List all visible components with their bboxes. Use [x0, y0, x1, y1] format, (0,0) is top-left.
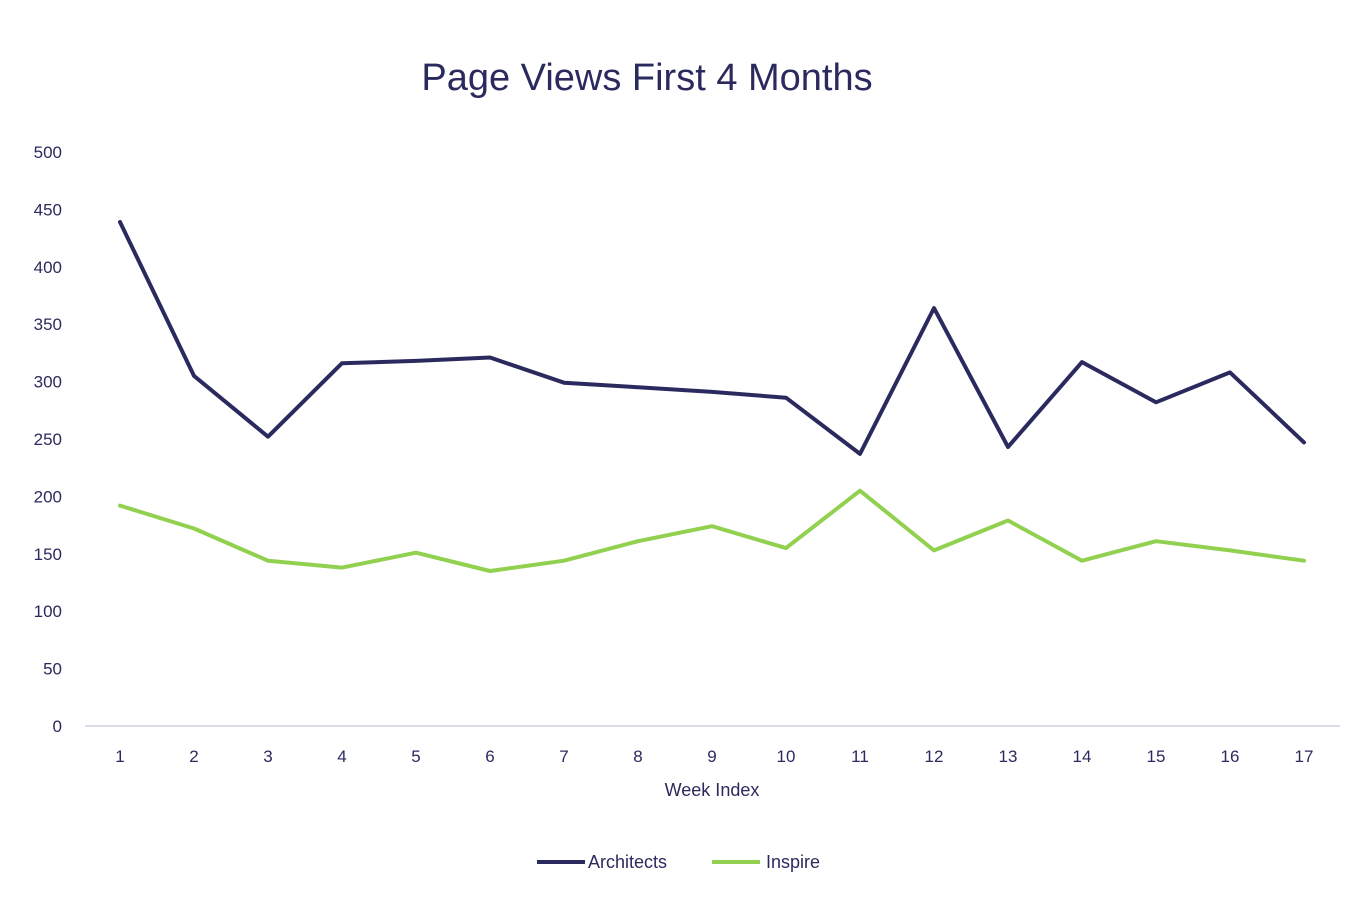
y-tick-label: 250	[34, 430, 62, 449]
x-tick-label: 14	[1073, 747, 1092, 766]
x-tick-label: 5	[411, 747, 420, 766]
x-tick-label: 11	[851, 747, 869, 766]
legend-label-inspire: Inspire	[766, 852, 820, 872]
y-tick-label: 150	[34, 545, 62, 564]
y-tick-label: 50	[43, 660, 62, 679]
x-tick-label: 2	[189, 747, 198, 766]
x-tick-label: 13	[999, 747, 1018, 766]
y-tick-label: 350	[34, 315, 62, 334]
legend-label-architects: Architects	[588, 852, 667, 872]
y-tick-label: 300	[34, 373, 62, 392]
x-tick-label: 9	[707, 747, 716, 766]
x-tick-label: 1	[115, 747, 124, 766]
x-tick-label: 6	[485, 747, 494, 766]
x-axis-label: Week Index	[665, 780, 760, 800]
x-tick-label: 15	[1147, 747, 1166, 766]
y-tick-label: 200	[34, 487, 62, 506]
x-axis-ticks: 1 2 3 4 5 6 7 8 9 10 11 12 13 14 15 16 17	[115, 747, 1313, 766]
x-tick-label: 12	[925, 747, 944, 766]
series-layer	[118, 220, 1306, 573]
y-tick-label: 0	[53, 717, 62, 736]
chart-title: Page Views First 4 Months	[421, 57, 872, 99]
series-line-architects	[118, 220, 1306, 456]
series-line-inspire	[118, 488, 1306, 573]
y-tick-label: 500	[34, 143, 62, 162]
x-tick-label: 10	[777, 747, 796, 766]
x-tick-label: 4	[337, 747, 346, 766]
x-tick-label: 16	[1221, 747, 1240, 766]
x-tick-label: 8	[633, 747, 642, 766]
y-axis-ticks: 0 50 100 150 200 250 300 350 400 450 500	[34, 143, 62, 736]
y-tick-label: 450	[34, 200, 62, 219]
y-tick-label: 400	[34, 258, 62, 277]
x-tick-label: 3	[263, 747, 272, 766]
x-tick-label: 7	[559, 747, 568, 766]
y-tick-label: 100	[34, 602, 62, 621]
x-tick-label: 17	[1295, 747, 1314, 766]
legend: Architects Inspire	[537, 852, 820, 872]
